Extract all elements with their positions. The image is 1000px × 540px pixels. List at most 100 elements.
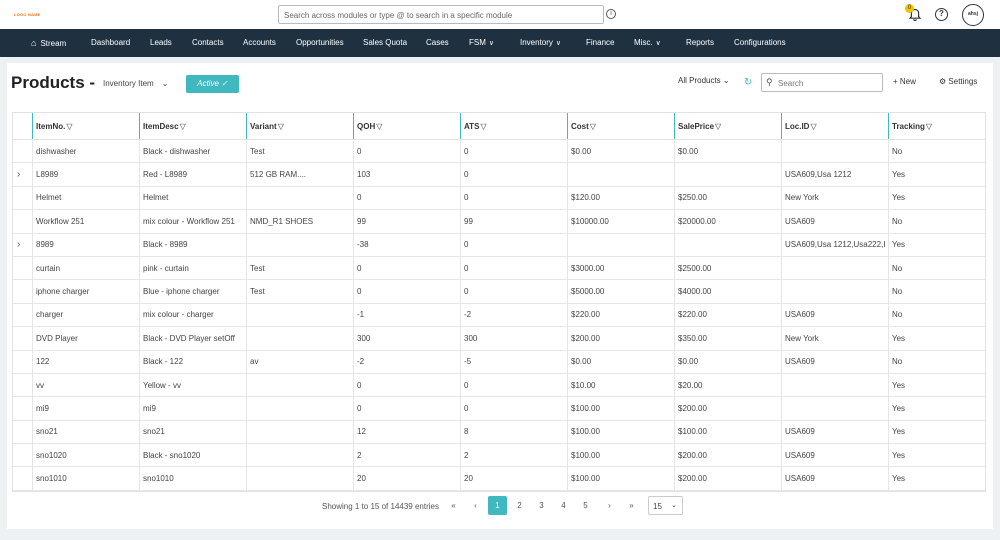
table-cell-tracking: No <box>892 146 903 156</box>
products-search-input[interactable]: ⚲ Search <box>761 73 883 92</box>
cell-divider <box>567 467 568 490</box>
filter-icon[interactable]: ▽ <box>589 121 596 131</box>
table-row[interactable]: sno1010 sno1010 20 20 $100.00 $200.00 USA609 Ye… <box>13 467 985 491</box>
column-header[interactable]: ItemDesc ▽ <box>139 113 246 139</box>
filter-icon[interactable]: ▽ <box>376 121 383 131</box>
table-row[interactable]: sno1020 Black - sno1020 2 2 $100.00 $200.00 US… <box>13 444 985 468</box>
column-header[interactable]: Variant ▽ <box>246 113 353 139</box>
column-header[interactable]: SalePrice ▽ <box>674 113 781 139</box>
top-bar: LOGO NAME Search across modules or type … <box>0 0 1000 29</box>
nav-item-finance[interactable]: Finance <box>586 29 614 57</box>
column-divider[interactable] <box>32 113 33 139</box>
active-filter-button[interactable]: Active ✓ <box>186 75 239 93</box>
nav-item-accounts[interactable]: Accounts <box>243 29 276 57</box>
app-logo[interactable]: LOGO NAME <box>14 12 41 17</box>
table-row[interactable]: › L8989 Red - L8989 512 GB RAM.... 103 0 USA60… <box>13 163 985 187</box>
table-row[interactable]: › 8989 Black - 8989 -38 0 USA609,Usa 1212,Usa… <box>13 233 985 257</box>
nav-item-leads[interactable]: Leads <box>150 29 172 57</box>
column-header[interactable]: ItemNo. ▽ <box>32 113 139 139</box>
column-header[interactable]: ATS ▽ <box>460 113 567 139</box>
column-header[interactable]: Loc.ID ▽ <box>781 113 888 139</box>
cell-divider <box>246 210 247 233</box>
nav-item-cases[interactable]: Cases <box>426 29 449 57</box>
table-cell-variant: Test <box>250 146 265 156</box>
column-header[interactable]: Tracking ▽ <box>888 113 985 139</box>
item-type-dropdown[interactable]: Inventory Item ⌄ <box>103 79 168 88</box>
nav-item-fsm[interactable]: FSM ∨ <box>469 29 494 57</box>
filter-icon[interactable]: ▽ <box>277 121 284 131</box>
filter-icon[interactable]: ▽ <box>810 121 817 131</box>
filter-icon[interactable]: ▽ <box>179 121 186 131</box>
column-header[interactable]: QOH ▽ <box>353 113 460 139</box>
first-page-button[interactable]: « <box>451 501 456 510</box>
table-row[interactable]: curtain pink - curtain Test 0 0 $3000.00 $2500… <box>13 256 985 281</box>
refresh-icon[interactable]: ↻ <box>744 77 753 88</box>
column-header-label: ItemDesc <box>143 121 179 131</box>
expand-row-icon[interactable]: › <box>17 239 21 251</box>
next-page-button[interactable]: › <box>608 501 611 510</box>
table-row[interactable]: iphone charger Blue - iphone charger Test 0… <box>13 280 985 304</box>
plus-icon: + <box>893 77 898 86</box>
nav-item-label: Misc. <box>634 38 653 47</box>
last-page-button[interactable]: » <box>629 501 634 510</box>
nav-item-dashboard[interactable]: Dashboard <box>91 29 130 57</box>
nav-item-sales-quota[interactable]: Sales Quota <box>363 29 407 57</box>
expand-row-icon[interactable]: › <box>17 169 21 181</box>
table-cell-variant <box>246 421 353 443</box>
page-button[interactable]: 2 <box>517 501 522 510</box>
filter-icon[interactable]: ▽ <box>66 121 73 131</box>
table-row[interactable]: dishwasher Black - dishwasher Test 0 0 $0.00 $… <box>13 140 985 164</box>
page-button[interactable]: 5 <box>583 501 588 510</box>
cell-divider <box>353 467 354 490</box>
global-search-input[interactable]: Search across modules or type @ to searc… <box>278 5 604 24</box>
filter-icon[interactable]: ▽ <box>715 121 722 131</box>
table-cell-loc-id: USA609 <box>785 450 815 460</box>
info-icon[interactable]: i <box>606 9 616 19</box>
page-button[interactable]: 1 <box>488 496 507 515</box>
nav-item-inventory[interactable]: Inventory ∨ <box>520 29 561 57</box>
page-button[interactable]: 3 <box>539 501 544 510</box>
products-search-placeholder: Search <box>778 79 804 88</box>
table-row[interactable]: 122 Black - 122 av -2 -5 $0.00 $0.00 USA609 No <box>13 350 985 374</box>
nav-item-label: Opportunities <box>296 38 344 47</box>
filter-icon[interactable]: ▽ <box>925 121 933 131</box>
column-divider[interactable] <box>460 113 461 139</box>
avatar[interactable]: ahsj <box>962 4 984 26</box>
page-button[interactable]: 4 <box>561 501 566 510</box>
table-row[interactable]: Workflow 251 mix colour - Workflow 251 NMD… <box>13 210 985 234</box>
nav-item-configurations[interactable]: Configurations <box>734 29 786 57</box>
table-row[interactable]: sno21 sno21 12 8 $100.00 $100.00 USA609 Yes <box>13 420 985 445</box>
nav-item-stream[interactable]: ⌂ Stream <box>31 29 66 57</box>
table-row[interactable]: charger mix colour - charger -1 -2 $220.00 $2… <box>13 303 985 328</box>
column-divider[interactable] <box>781 113 782 139</box>
help-icon[interactable]: ? <box>935 8 948 21</box>
table-cell-variant <box>246 444 353 466</box>
nav-item-misc[interactable]: Misc. ∨ <box>634 29 661 57</box>
table-row[interactable]: vv Yellow - vv 0 0 $10.00 $20.00 Yes <box>13 373 985 398</box>
cell-divider <box>32 373 33 397</box>
nav-item-opportunities[interactable]: Opportunities <box>296 29 344 57</box>
table-row[interactable]: Helmet Helmet 0 0 $120.00 $250.00 New York Yes <box>13 186 985 211</box>
column-divider[interactable] <box>888 113 889 139</box>
column-divider[interactable] <box>353 113 354 139</box>
home-icon: ⌂ <box>31 38 37 48</box>
nav-item-contacts[interactable]: Contacts <box>192 29 224 57</box>
cell-divider <box>32 350 33 373</box>
view-dropdown[interactable]: All Products ⌄ <box>678 76 730 85</box>
table-row[interactable]: mi9 mi9 0 0 $100.00 $200.00 Yes <box>13 397 985 421</box>
prev-page-button[interactable]: ‹ <box>474 501 477 510</box>
notification-badge: 0 <box>905 4 914 13</box>
column-divider[interactable] <box>567 113 568 139</box>
table-row[interactable]: DVD Player Black - DVD Player setOff 300 30… <box>13 327 985 351</box>
column-divider[interactable] <box>246 113 247 139</box>
column-divider[interactable] <box>674 113 675 139</box>
table-cell-saleprice: $100.00 <box>678 427 707 437</box>
settings-button[interactable]: ⚙ Settings <box>939 77 977 86</box>
page-size-select[interactable]: 15 ⌄ <box>648 496 683 515</box>
column-divider[interactable] <box>139 113 140 139</box>
column-header[interactable]: Cost ▽ <box>567 113 674 139</box>
filter-icon[interactable]: ▽ <box>480 121 487 131</box>
new-button[interactable]: + New <box>893 77 916 86</box>
nav-item-reports[interactable]: Reports <box>686 29 714 57</box>
table-header: ItemNo. ▽ ItemDesc ▽ Variant ▽ QOH ▽ ATS ▽ Cost ▽ Sa… <box>13 113 985 140</box>
